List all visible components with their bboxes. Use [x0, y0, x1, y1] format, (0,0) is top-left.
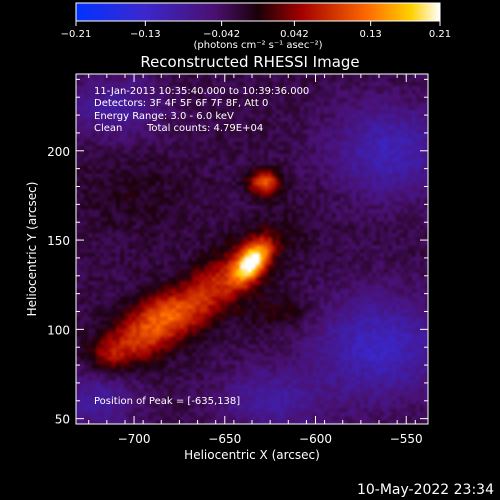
colorbar-tick-label: 0.13 [360, 29, 382, 40]
x-tick-label: −550 [390, 432, 423, 446]
footer-date: 10-May-2022 23:34 [356, 482, 494, 498]
colorbar [75, 2, 441, 22]
info-energy-range: Energy Range: 3.0 - 6.0 keV [94, 111, 234, 122]
x-tick-label: −600 [299, 432, 332, 446]
colorbar-tick-label: −0.21 [61, 29, 92, 40]
info-detectors: Detectors: 3F 4F 5F 6F 7F 8F, Att 0 [94, 98, 269, 109]
colorbar-tick-label: −0.13 [130, 29, 161, 40]
y-tick-label: 200 [47, 145, 70, 159]
peak-position-label: Position of Peak = [-635,138] [94, 396, 241, 407]
chart-title: Reconstructed RHESSI Image [140, 53, 359, 71]
x-tick-label: −700 [118, 432, 151, 446]
x-tick-label: −650 [208, 432, 241, 446]
heatmap-image [76, 74, 428, 424]
colorbar-tick-label: −0.042 [203, 29, 240, 40]
colorbar-tick-label: 0.21 [429, 29, 451, 40]
colorbar-tick-label: 0.042 [280, 29, 309, 40]
x-axis-label: Heliocentric X (arcsec) [184, 448, 320, 462]
info-time-range: 11-Jan-2013 10:35:40.000 to 10:39:36.000 [94, 86, 310, 97]
info-total-counts: Total counts: 4.79E+04 [147, 123, 264, 134]
axis-ticks: −700 −650 −600 −550 50 100 150 200 [47, 74, 428, 446]
colorbar-ticks: −0.21 −0.13 −0.042 0.042 0.13 0.21 [61, 21, 451, 40]
y-axis-label: Heliocentric Y (arcsec) [25, 182, 39, 317]
info-algorithm: Clean [94, 123, 123, 134]
y-tick-label: 50 [55, 413, 70, 427]
y-tick-label: 150 [47, 234, 70, 248]
y-tick-label: 100 [47, 323, 70, 337]
colorbar-unit-label: (photons cm⁻² s⁻¹ asec⁻²) [193, 40, 322, 51]
